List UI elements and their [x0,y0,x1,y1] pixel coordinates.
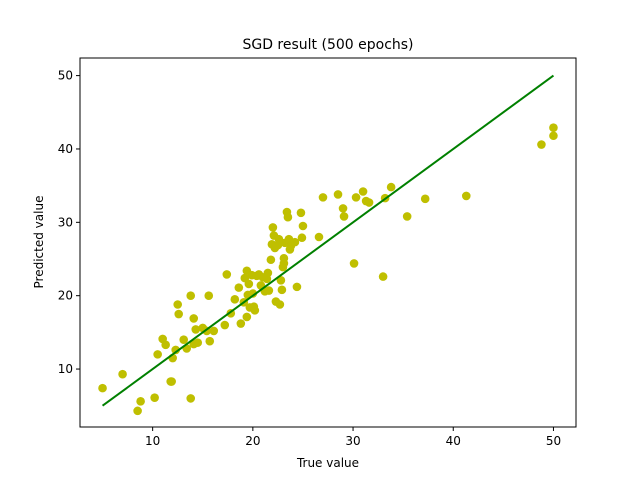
data-point [290,237,300,247]
data-point [204,291,214,300]
data-point [386,182,396,192]
data-point [220,320,230,330]
data-point [118,369,127,379]
data-point [263,268,273,278]
data-point [266,255,276,265]
data-point [277,285,287,295]
plot-area [98,74,558,416]
data-point [222,270,232,279]
data-point [268,223,278,232]
data-point [549,123,558,132]
data-point [358,187,368,196]
data-point [209,326,219,336]
data-point [250,306,260,315]
data-point [461,191,471,201]
fit-line [101,74,555,407]
x-tick-label: 20 [245,434,260,448]
data-point [420,194,430,204]
data-point [339,212,349,221]
data-point [98,383,107,393]
data-point [248,289,258,298]
data-point [136,397,145,406]
axis-ticks: 10 20 30 40 50 10 20 30 40 50 [58,69,561,448]
data-point [296,208,306,218]
axes-frame [79,57,577,428]
y-tick-label: 40 [58,142,73,156]
data-point [230,295,240,304]
data-point [378,272,388,281]
data-point [133,406,142,416]
y-tick-label: 10 [58,362,73,376]
data-point [314,232,324,242]
data-point [186,291,196,300]
data-point [242,312,252,322]
data-point [364,198,374,207]
data-point [236,319,246,328]
data-point [549,131,558,141]
y-tick-label: 20 [58,289,73,303]
data-point [264,286,274,295]
x-tick-label: 10 [145,434,160,448]
data-point [153,350,162,359]
x-tick-label: 30 [345,434,360,448]
data-point [234,283,244,292]
chart-title: SGD result (500 epochs) [242,37,413,53]
data-point [349,259,359,268]
data-point [292,282,302,292]
data-point [205,336,215,346]
y-tick-label: 30 [58,215,73,229]
data-point [191,325,201,334]
data-point [275,300,285,309]
y-axis-label: Predicted value [32,196,46,289]
data-point [186,394,196,403]
data-point [173,300,182,309]
data-point [179,335,189,345]
data-point [283,212,293,222]
data-point [276,275,286,285]
data-point [318,193,328,202]
data-point [189,314,199,323]
x-axis-label: True value [296,456,359,470]
data-point [402,212,412,221]
data-point [167,377,176,386]
data-point [298,221,308,231]
data-point [537,140,546,149]
data-point [171,345,180,355]
data-point [279,253,289,263]
y-tick-label: 50 [58,69,73,83]
data-point [244,279,254,289]
x-tick-label: 40 [446,434,461,448]
x-tick-label: 50 [546,434,561,448]
data-point [333,190,343,199]
data-point [351,193,361,202]
data-point [297,233,307,243]
data-point [174,309,183,319]
data-point [150,393,159,402]
data-point [161,340,170,350]
data-point [338,204,348,213]
data-point [193,338,203,347]
